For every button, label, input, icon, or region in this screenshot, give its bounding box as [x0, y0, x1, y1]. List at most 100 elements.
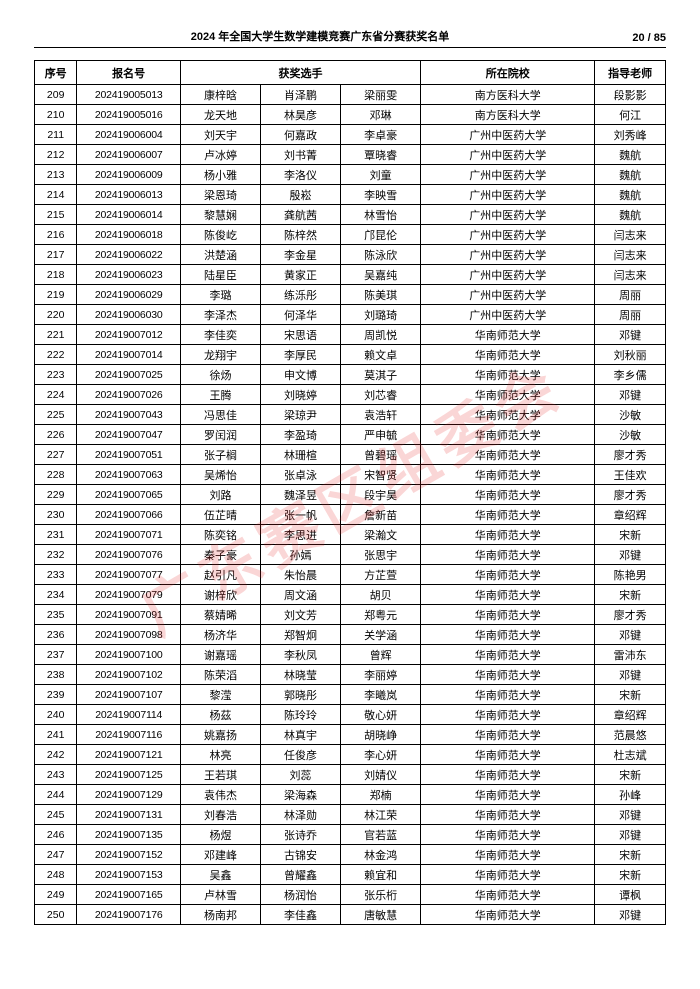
table-row: 220202419006030李泽杰何泽华刘璐琦广州中医药大学周丽 [35, 305, 666, 325]
cell-reg: 202419007176 [77, 905, 181, 925]
cell-reg: 202419007063 [77, 465, 181, 485]
cell-school: 华南师范大学 [421, 785, 595, 805]
cell-student3: 李映雪 [341, 185, 421, 205]
cell-student2: 林珊楦 [261, 445, 341, 465]
cell-student2: 朱怡晨 [261, 565, 341, 585]
cell-student2: 何嘉政 [261, 125, 341, 145]
cell-teacher: 廖才秀 [595, 605, 666, 625]
cell-idx: 230 [35, 505, 77, 525]
cell-idx: 222 [35, 345, 77, 365]
cell-student1: 王若琪 [180, 765, 260, 785]
table-row: 238202419007102陈荣滔林晓莹李丽婷华南师范大学邓键 [35, 665, 666, 685]
cell-teacher: 章绍辉 [595, 705, 666, 725]
cell-reg: 202419006004 [77, 125, 181, 145]
cell-reg: 202419006023 [77, 265, 181, 285]
table-row: 232202419007076秦子豪孙嫣张思宇华南师范大学邓键 [35, 545, 666, 565]
table-row: 249202419007165卢林雪杨润怡张乐桁华南师范大学谭枫 [35, 885, 666, 905]
cell-reg: 202419007152 [77, 845, 181, 865]
cell-student2: 肖泽鹏 [261, 85, 341, 105]
table-row: 243202419007125王若琪刘蕊刘婧仪华南师范大学宋新 [35, 765, 666, 785]
cell-reg: 202419007125 [77, 765, 181, 785]
cell-student1: 刘天宇 [180, 125, 260, 145]
cell-teacher: 邓键 [595, 825, 666, 845]
cell-student2: 李盈琦 [261, 425, 341, 445]
cell-student3: 郑粤元 [341, 605, 421, 625]
cell-student2: 杨润怡 [261, 885, 341, 905]
cell-teacher: 段影影 [595, 85, 666, 105]
cell-reg: 202419007026 [77, 385, 181, 405]
table-row: 236202419007098杨济华郑智炯关学涵华南师范大学邓键 [35, 625, 666, 645]
cell-student2: 殷崧 [261, 185, 341, 205]
cell-student2: 陈玲玲 [261, 705, 341, 725]
cell-teacher: 陈艳男 [595, 565, 666, 585]
cell-school: 广州中医药大学 [421, 225, 595, 245]
cell-idx: 244 [35, 785, 77, 805]
table-row: 231202419007071陈奕铭李思进梁瀚文华南师范大学宋新 [35, 525, 666, 545]
cell-student1: 冯思佳 [180, 405, 260, 425]
cell-teacher: 王佳欢 [595, 465, 666, 485]
cell-student1: 李璐 [180, 285, 260, 305]
cell-school: 华南师范大学 [421, 625, 595, 645]
cell-school: 华南师范大学 [421, 905, 595, 925]
cell-idx: 234 [35, 585, 77, 605]
table-row: 244202419007129袁伟杰梁海森郑楠华南师范大学孙峰 [35, 785, 666, 805]
cell-student3: 林雪怡 [341, 205, 421, 225]
cell-school: 广州中医药大学 [421, 125, 595, 145]
cell-school: 广州中医药大学 [421, 145, 595, 165]
cell-idx: 245 [35, 805, 77, 825]
cell-student2: 申文博 [261, 365, 341, 385]
cell-student1: 姚嘉扬 [180, 725, 260, 745]
table-row: 210202419005016龙天地林昊彦邓琳南方医科大学何江 [35, 105, 666, 125]
cell-reg: 202419006013 [77, 185, 181, 205]
table-row: 216202419006018陈俊屹陈梓然邝昆伦广州中医药大学闫志来 [35, 225, 666, 245]
table-row: 239202419007107黎滢郭晓彤李曦岚华南师范大学宋新 [35, 685, 666, 705]
cell-student3: 敬心妍 [341, 705, 421, 725]
table-row: 221202419007012李佳奕宋思语周凯悦华南师范大学邓键 [35, 325, 666, 345]
cell-reg: 202419007066 [77, 505, 181, 525]
cell-student1: 梁恩琦 [180, 185, 260, 205]
cell-student1: 刘路 [180, 485, 260, 505]
cell-student3: 梁瀚文 [341, 525, 421, 545]
cell-reg: 202419007135 [77, 825, 181, 845]
cell-idx: 214 [35, 185, 77, 205]
cell-teacher: 杜志斌 [595, 745, 666, 765]
cell-reg: 202419007051 [77, 445, 181, 465]
cell-school: 华南师范大学 [421, 665, 595, 685]
table-row: 228202419007063吴烯怡张卓泳宋智贤华南师范大学王佳欢 [35, 465, 666, 485]
table-row: 226202419007047罗闰润李盈琦严申毓华南师范大学沙敏 [35, 425, 666, 445]
cell-student2: 刘文芳 [261, 605, 341, 625]
cell-teacher: 魏航 [595, 185, 666, 205]
cell-reg: 202419006009 [77, 165, 181, 185]
cell-student1: 陈荣滔 [180, 665, 260, 685]
table-row: 250202419007176杨南邦李佳鑫唐敏慧华南师范大学邓键 [35, 905, 666, 925]
cell-school: 南方医科大学 [421, 85, 595, 105]
cell-reg: 202419006014 [77, 205, 181, 225]
cell-reg: 202419006029 [77, 285, 181, 305]
cell-student1: 陈奕铭 [180, 525, 260, 545]
cell-reg: 202419007100 [77, 645, 181, 665]
cell-reg: 202419007065 [77, 485, 181, 505]
cell-idx: 209 [35, 85, 77, 105]
cell-student3: 李心妍 [341, 745, 421, 765]
table-row: 234202419007079谢梓欣周文涵胡贝华南师范大学宋新 [35, 585, 666, 605]
cell-student3: 曾碧瑶 [341, 445, 421, 465]
cell-student2: 龚航茜 [261, 205, 341, 225]
cell-school: 南方医科大学 [421, 105, 595, 125]
cell-student1: 杨济华 [180, 625, 260, 645]
cell-student3: 袁浩轩 [341, 405, 421, 425]
cell-student3: 吴嘉纯 [341, 265, 421, 285]
cell-student1: 龙天地 [180, 105, 260, 125]
table-row: 214202419006013梁恩琦殷崧李映雪广州中医药大学魏航 [35, 185, 666, 205]
cell-idx: 227 [35, 445, 77, 465]
cell-student2: 张诗乔 [261, 825, 341, 845]
cell-school: 华南师范大学 [421, 545, 595, 565]
cell-student2: 魏泽昱 [261, 485, 341, 505]
page-header: 2024 年全国大学生数学建模竞赛广东省分赛获奖名单 20 / 85 [34, 28, 666, 48]
table-row: 233202419007077赵引凡朱怡晨方芷萱华南师范大学陈艳男 [35, 565, 666, 585]
cell-reg: 202419005013 [77, 85, 181, 105]
cell-teacher: 邓键 [595, 625, 666, 645]
cell-student2: 林昊彦 [261, 105, 341, 125]
cell-reg: 202419006022 [77, 245, 181, 265]
cell-student1: 陈俊屹 [180, 225, 260, 245]
cell-reg: 202419007091 [77, 605, 181, 625]
